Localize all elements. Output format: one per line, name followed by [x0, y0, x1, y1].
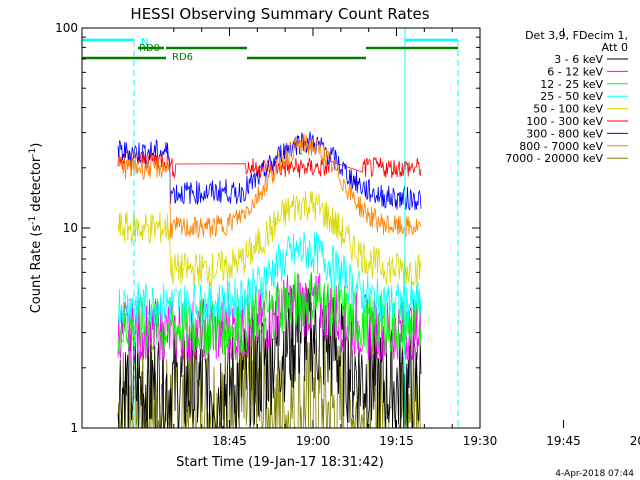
y-tick-label: 1: [70, 421, 78, 435]
y-axis-label: Count Rate (s-1 detector-1): [28, 143, 44, 314]
series-trace: [117, 131, 422, 212]
legend-entry-label: 3 - 6 keV: [554, 53, 603, 66]
legend-title-line-2: Att 0: [602, 41, 628, 54]
series-trace: [117, 272, 422, 360]
legend-entry-label: 7000 - 20000 keV: [505, 152, 603, 165]
legend-entry-label: 12 - 25 keV: [540, 78, 603, 91]
x-axis-ticks: 18:45 19:00 19:15 19:30 19:45 20:00: [173, 28, 640, 448]
x-tick-label: 19:30: [463, 434, 498, 448]
x-tick-label: 18:45: [212, 434, 247, 448]
rd6-flag-label: RD6: [172, 52, 193, 63]
x-tick-label: 19:00: [296, 434, 331, 448]
legend-entry-label: 25 - 50 keV: [540, 90, 603, 103]
night-flag-label: N: [141, 37, 148, 48]
x-tick-label: 20:00: [630, 434, 640, 448]
y-tick-label: 100: [55, 21, 78, 35]
legend-title-line-1: Det 3,9, FDecim 1,: [525, 29, 628, 42]
legend-entry-label: 800 - 7000 keV: [519, 140, 603, 153]
x-tick-label: 19:15: [379, 434, 414, 448]
rd0-flag-label: RD0: [139, 43, 160, 54]
legend-entry-label: 100 - 300 keV: [526, 115, 603, 128]
x-tick-label: 19:45: [546, 434, 581, 448]
y-axis-ticks: 100 10 1: [55, 21, 480, 435]
series-trace: [117, 271, 422, 357]
footer-date: 4-Apr-2018 07:44: [555, 469, 634, 479]
legend-entry-label: 6 - 12 keV: [547, 65, 603, 78]
y-tick-label: 10: [63, 221, 78, 235]
x-axis-label: Start Time (19-Jan-17 18:31:42): [176, 455, 384, 470]
series-trace: [117, 190, 422, 287]
legend-entry-label: 300 - 800 keV: [526, 127, 603, 140]
chart-title: HESSI Observing Summary Count Rates: [130, 5, 429, 23]
legend-entry-label: 50 - 100 keV: [533, 103, 603, 116]
plot-data-layer: [117, 131, 422, 430]
series-trace: [117, 133, 422, 239]
series-trace: [117, 231, 422, 325]
